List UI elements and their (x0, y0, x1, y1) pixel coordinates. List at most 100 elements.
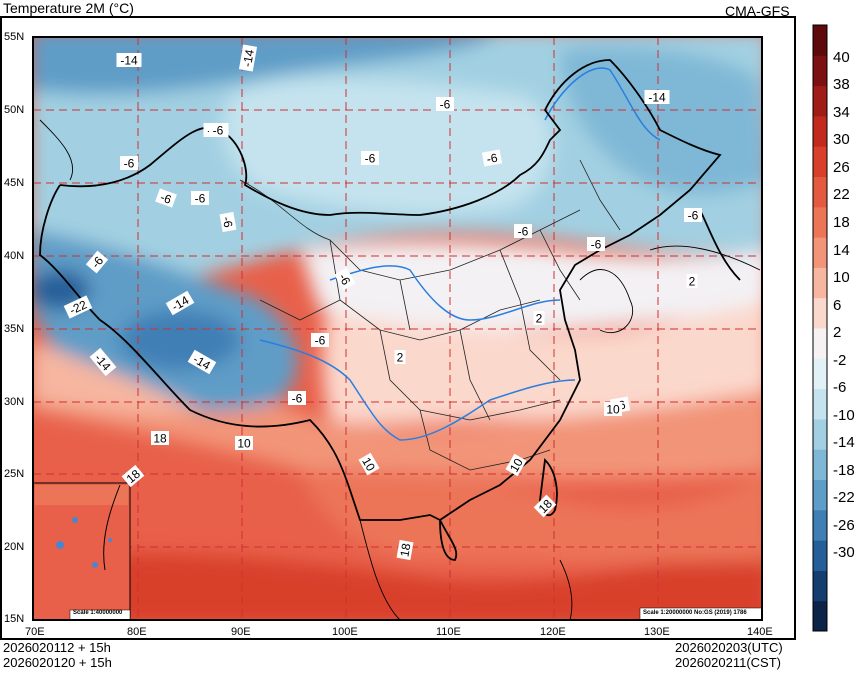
svg-text:-6: -6 (220, 216, 236, 229)
colorbar-swatch (813, 25, 827, 56)
svg-text:-6: -6 (292, 392, 303, 406)
model-name: CMA-GFS (725, 3, 790, 19)
lat-label: 30N (4, 396, 25, 408)
lat-label: 35N (4, 323, 25, 335)
svg-text:-6: -6 (518, 225, 529, 239)
colorbar-swatch (813, 85, 827, 117)
lon-label: 110E (436, 626, 461, 638)
colorbar-swatch (813, 388, 827, 420)
colorbar-label: 34 (833, 104, 850, 121)
svg-text:2: 2 (397, 351, 404, 365)
svg-text:10: 10 (359, 455, 378, 474)
grid-lines (33, 37, 762, 620)
colorbar-label: -30 (833, 544, 855, 561)
svg-text:2: 2 (689, 275, 696, 289)
svg-text:10: 10 (237, 437, 251, 451)
colorbar-label: 2 (833, 324, 842, 341)
colorbar-label: -6 (833, 379, 847, 396)
contour-label: 18 (533, 494, 557, 518)
contour-label: 18 (151, 431, 169, 446)
inset-map (32, 482, 131, 621)
colorbar-label: -14 (833, 434, 855, 451)
coastline-foreign (39, 119, 761, 620)
main-scale-label: Scale 1:20000000 No:GS (2019) 1786 (643, 610, 747, 616)
valid-time-utc: 2026020203(UTC) (675, 640, 783, 655)
svg-text:-6: -6 (365, 152, 376, 166)
contour-label: -6 (334, 267, 356, 291)
colorbar-swatch (813, 358, 827, 390)
lat-label: 45N (4, 177, 25, 189)
colorbar-label: 30 (833, 131, 850, 148)
lat-label: 20N (4, 541, 25, 553)
svg-text:18: 18 (153, 432, 167, 446)
svg-text:-14: -14 (120, 54, 138, 68)
rivers (259, 67, 661, 441)
outer-frame (0, 16, 796, 640)
colorbar-swatch (813, 297, 827, 329)
contour-label: -6 (684, 208, 702, 223)
colorbar-swatch (813, 267, 827, 299)
svg-text:18: 18 (397, 542, 413, 558)
contour-label: -22 (63, 295, 93, 319)
colorbar-swatch (813, 540, 827, 571)
lon-label: 80E (127, 626, 147, 638)
contour-label: -6 (209, 123, 227, 138)
svg-text:10: 10 (507, 456, 526, 475)
svg-text:-22: -22 (67, 297, 89, 317)
colorbar-swatch (813, 328, 827, 359)
lon-label: 130E (644, 626, 670, 638)
temperature-field (33, 37, 762, 620)
contour-label: 18 (121, 464, 145, 488)
colorbar-swatch (813, 600, 827, 632)
colorbar-swatch (813, 418, 827, 450)
colorbar-label: -10 (833, 407, 855, 424)
colorbar (812, 24, 828, 632)
lon-label: 140E (747, 626, 773, 638)
lat-label: 25N (4, 468, 25, 480)
colorbar-label: 26 (833, 159, 850, 176)
contour-label: -6 (219, 211, 237, 233)
contour-label: 2 (686, 274, 698, 289)
lon-label: 90E (231, 626, 251, 638)
svg-text:-6: -6 (158, 190, 173, 207)
lon-label: 70E (25, 626, 45, 638)
lat-label: 50N (4, 104, 25, 116)
colorbar-label: -22 (833, 489, 855, 506)
lon-label: 120E (540, 626, 566, 638)
contour-label: -6 (191, 191, 209, 206)
colorbar-swatch (813, 570, 827, 602)
colorbar-label: 6 (833, 297, 842, 314)
contour-label: 10 (235, 436, 253, 451)
svg-text:-6: -6 (315, 334, 326, 348)
colorbar-swatch (813, 237, 827, 268)
contour-label: -6 (587, 237, 605, 252)
svg-text:-6: -6 (440, 98, 451, 112)
inset-scale-label: Scale 1:40000000 (73, 610, 123, 616)
lat-label: 55N (4, 31, 25, 43)
province-boundaries (239, 159, 621, 471)
contour-label: -14 (238, 44, 258, 72)
colorbar-swatch (813, 509, 827, 541)
contour-label: 10 (604, 402, 622, 417)
contour-label: -6 (155, 188, 177, 208)
contour-label: -6 (361, 151, 379, 166)
svg-text:-6: -6 (213, 124, 224, 138)
lat-label: 40N (4, 250, 25, 262)
colorbar-label: 18 (833, 214, 850, 231)
colorbar-label: 40 (833, 49, 850, 66)
contour-label: -6 (85, 250, 109, 274)
init-time-cst: 2026020120 + 15h (3, 655, 112, 670)
colorbar-label: -2 (833, 352, 847, 369)
contour-label: 18 (396, 539, 414, 561)
colorbar-swatch (813, 146, 827, 177)
contour-label: -6 (311, 333, 329, 348)
colorbar-swatch (813, 176, 827, 208)
contour-label: -6 (514, 224, 532, 239)
contour-label: -6 (481, 149, 503, 167)
svg-text:-6: -6 (688, 209, 699, 223)
svg-text:-6: -6 (591, 238, 602, 252)
svg-text:10: 10 (606, 403, 620, 417)
chart-title: Temperature 2M (°C) (3, 0, 134, 16)
contour-label: -14 (644, 90, 670, 105)
